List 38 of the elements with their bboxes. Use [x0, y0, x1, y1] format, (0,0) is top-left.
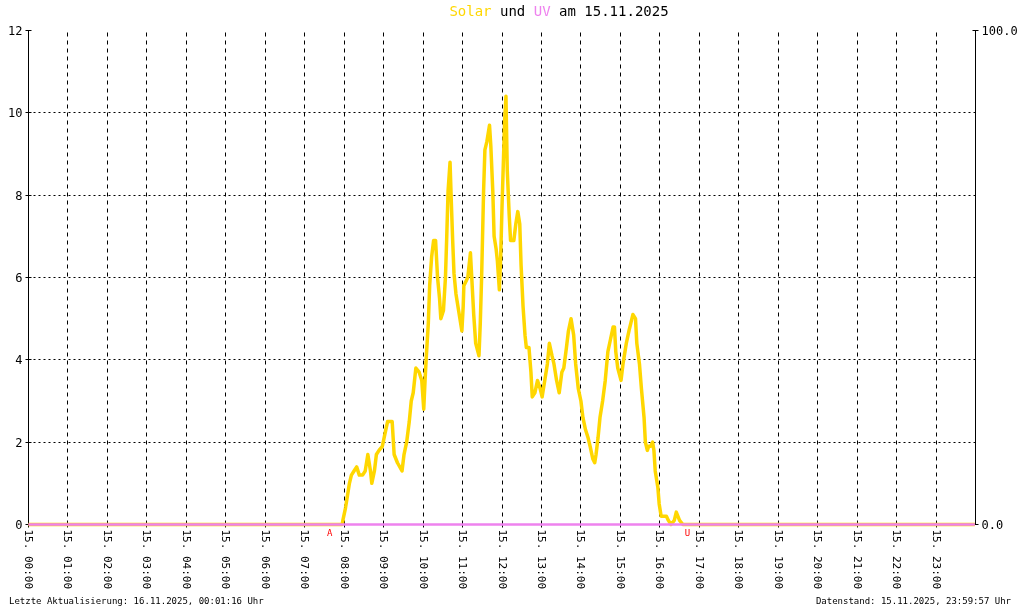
- x-tick-label: 15. 10:00: [416, 529, 430, 590]
- text: Letzte Aktualisierung: 16.11.2025, 00:01:16 Uhr: [8, 595, 265, 606]
- y-tick-label: 0: [15, 518, 23, 532]
- y2-tick-label: 0.0: [981, 518, 1004, 532]
- x-tick-label: 15. 18:00: [732, 529, 746, 590]
- y-tick-label: 8: [15, 188, 23, 203]
- x-tick-label: 15. 11:00: [456, 529, 470, 590]
- annotation: U: [684, 527, 691, 538]
- chart-title: Solar und UV am 15.11.2025: [449, 3, 669, 19]
- x-tick-label: 15. 17:00: [692, 529, 706, 590]
- x-tick-label: 15. 13:00: [534, 529, 548, 590]
- x-tick-label: 15. 14:00: [574, 529, 588, 590]
- x-tick-label: 15. 23:00: [929, 529, 943, 590]
- x-tick-label: 15. 22:00: [890, 529, 904, 590]
- y-tick-label: 2: [15, 435, 23, 450]
- x-tick-label: 15. 01:00: [61, 529, 75, 590]
- x-tick-label: 15. 20:00: [811, 529, 825, 590]
- x-tick-label: 15. 04:00: [179, 529, 193, 590]
- y-tick-label: 10: [8, 106, 23, 121]
- x-tick-label: 15. 07:00: [298, 529, 312, 590]
- x-tick-label: 15. 16:00: [653, 529, 667, 590]
- y-tick-label: 4: [15, 353, 23, 368]
- x-tick-label: 15. 03:00: [140, 529, 154, 590]
- y-tick-label: 6: [15, 271, 23, 285]
- y2-tick-label: 100.0: [981, 24, 1018, 38]
- y-tick-label: 12: [8, 24, 23, 38]
- x-tick-label: 15. 09:00: [377, 529, 391, 590]
- x-tick-label: 15. 12:00: [495, 529, 509, 590]
- x-tick-label: 15. 02:00: [100, 529, 114, 590]
- x-tick-label: 15. 00:00: [22, 529, 35, 590]
- x-tick-label: 15. 06:00: [258, 529, 272, 590]
- x-tick-label: 15. 19:00: [771, 529, 785, 590]
- text: Datenstand: 15.11.2025, 23:59:57 Uhr: [814, 595, 1012, 606]
- x-tick-label: 15. 15:00: [613, 529, 627, 590]
- x-tick-label: 15. 08:00: [337, 529, 351, 590]
- annotation: A: [326, 527, 333, 538]
- x-tick-label: 15. 21:00: [850, 529, 864, 590]
- x-tick-label: 15. 05:00: [219, 529, 233, 590]
